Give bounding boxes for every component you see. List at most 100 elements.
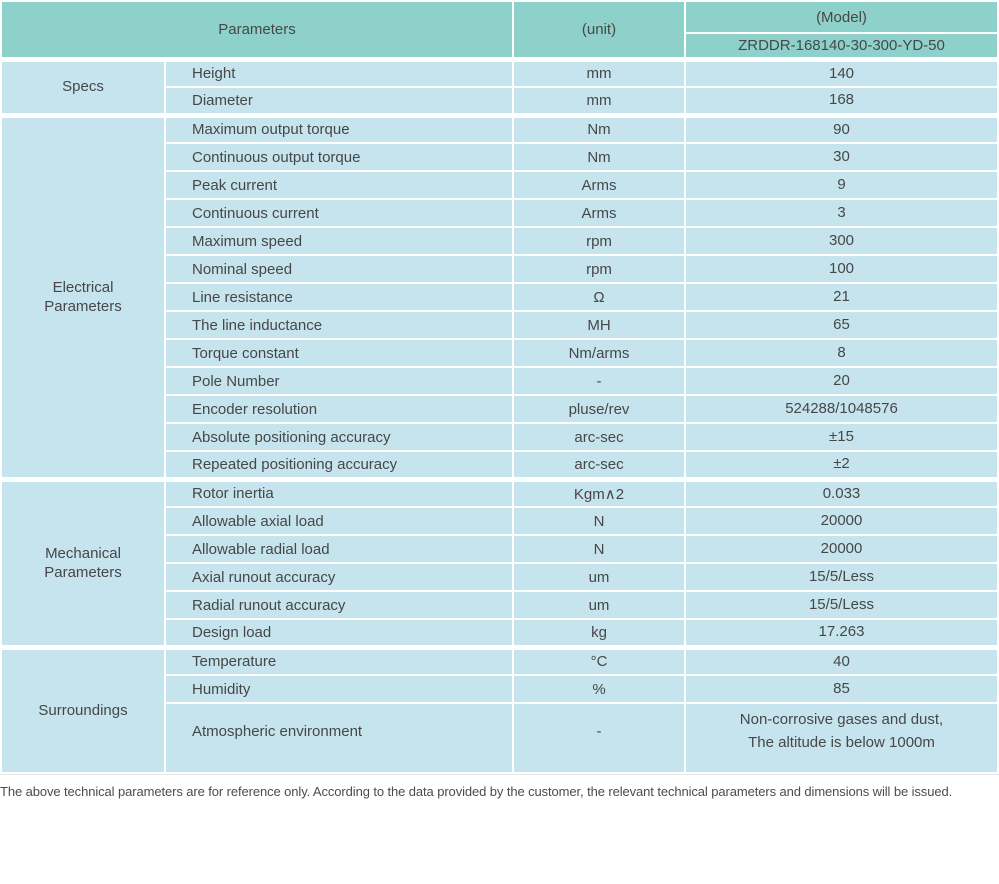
- unit-cell: mm: [512, 56, 686, 88]
- unit-cell: rpm: [512, 226, 686, 256]
- value-cell: 15/5/Less: [684, 590, 999, 620]
- table-row: Mechanical Parameters Rotor inertia Kgm∧…: [0, 476, 999, 648]
- table-row: Peak current Arms 9: [1, 170, 999, 200]
- param-name-cell: Temperature: [164, 644, 514, 676]
- param-name-cell: Line resistance: [164, 282, 514, 312]
- value-cell: 524288/1048576: [684, 394, 999, 424]
- table-row: Atmospheric environment - Non-corrosive …: [1, 702, 999, 774]
- param-name-cell: Continuous output torque: [164, 142, 514, 172]
- param-name-cell: Humidity: [164, 674, 514, 704]
- param-name-cell: Maximum output torque: [164, 112, 514, 144]
- table-row: Electrical Parameters Maximum output tor…: [0, 112, 999, 480]
- value-cell: 3: [684, 198, 999, 228]
- value-cell: 17.263: [684, 618, 999, 648]
- table-row: Pole Number - 20: [1, 366, 999, 396]
- unit-cell: kg: [512, 618, 686, 648]
- unit-cell: arc-sec: [512, 450, 686, 480]
- param-name-cell: Allowable axial load: [164, 506, 514, 536]
- table-row: Continuous output torque Nm 30: [1, 142, 999, 172]
- param-name-cell: Atmospheric environment: [164, 702, 514, 774]
- param-name-cell: Continuous current: [164, 198, 514, 228]
- table-row: Nominal speed rpm 100: [1, 254, 999, 284]
- param-name-cell: Repeated positioning accuracy: [164, 450, 514, 480]
- value-cell: 40: [684, 644, 999, 676]
- param-name-cell: Pole Number: [164, 366, 514, 396]
- unit-cell: °C: [512, 644, 686, 676]
- category-label: Specs: [62, 78, 104, 96]
- unit-cell: Kgm∧2: [512, 476, 686, 508]
- value-cell: 30: [684, 142, 999, 172]
- unit-cell: pluse/rev: [512, 394, 686, 424]
- table-row: Radial runout accuracy um 15/5/Less: [1, 590, 999, 620]
- header-model: (Model): [684, 0, 999, 34]
- param-name-cell: Height: [164, 56, 514, 88]
- table-row: Encoder resolution pluse/rev 524288/1048…: [1, 394, 999, 424]
- value-cell: 90: [684, 112, 999, 144]
- footnote: The above technical parameters are for r…: [0, 784, 953, 799]
- unit-cell: rpm: [512, 254, 686, 284]
- table-row: Axial runout accuracy um 15/5/Less: [1, 562, 999, 592]
- unit-cell: N: [512, 506, 686, 536]
- value-cell: 8: [684, 338, 999, 368]
- table-row: Humidity % 85: [1, 674, 999, 704]
- unit-cell: Ω: [512, 282, 686, 312]
- header-row-2: ZRDDR-168140-30-300-YD-50: [1, 32, 999, 60]
- table-row: Design load kg 17.263: [1, 618, 999, 648]
- unit-cell: %: [512, 674, 686, 704]
- value-cell: 9: [684, 170, 999, 200]
- unit-cell: N: [512, 534, 686, 564]
- value-cell: Non-corrosive gases and dust, The altitu…: [684, 702, 999, 774]
- param-name-cell: Encoder resolution: [164, 394, 514, 424]
- table-row: Diameter mm 168: [1, 86, 999, 116]
- param-name-cell: Nominal speed: [164, 254, 514, 284]
- table-row: The line inductance MH 65: [1, 310, 999, 340]
- value-cell: 140: [684, 56, 999, 88]
- header-unit: (unit): [512, 0, 686, 60]
- value-cell: 21: [684, 282, 999, 312]
- table-row: Allowable radial load N 20000: [1, 534, 999, 564]
- table-row: Specs Height mm 140: [0, 56, 999, 116]
- unit-cell: mm: [512, 86, 686, 116]
- table-row: Line resistance Ω 21: [1, 282, 999, 312]
- category-cell-surroundings: Surroundings: [0, 644, 166, 774]
- unit-cell: -: [512, 702, 686, 774]
- category-cell-mechanical: Mechanical Parameters: [0, 476, 166, 648]
- param-name-cell: Allowable radial load: [164, 534, 514, 564]
- param-name-cell: Axial runout accuracy: [164, 562, 514, 592]
- category-cell-electrical: Electrical Parameters: [0, 112, 166, 480]
- spec-sheet: Parameters (unit) (Model) ZRDDR-168140-3…: [0, 0, 999, 799]
- unit-cell: Nm: [512, 142, 686, 172]
- table-row: Torque constant Nm/arms 8: [1, 338, 999, 368]
- category-label: Electrical Parameters: [44, 278, 122, 316]
- unit-cell: MH: [512, 310, 686, 340]
- unit-cell: -: [512, 366, 686, 396]
- value-cell: ±2: [684, 450, 999, 480]
- param-name-cell: Maximum speed: [164, 226, 514, 256]
- table-row: Maximum speed rpm 300: [1, 226, 999, 256]
- value-cell: 20: [684, 366, 999, 396]
- value-cell: 20000: [684, 506, 999, 536]
- param-name-cell: Absolute positioning accuracy: [164, 422, 514, 452]
- category-cell-specs: Specs: [0, 56, 166, 116]
- param-name-cell: The line inductance: [164, 310, 514, 340]
- unit-cell: Nm/arms: [512, 338, 686, 368]
- category-label: Surroundings: [38, 702, 128, 719]
- parameters-table: Parameters (unit) (Model) ZRDDR-168140-3…: [0, 0, 999, 774]
- category-label: Mechanical Parameters: [44, 544, 122, 582]
- param-name-cell: Torque constant: [164, 338, 514, 368]
- unit-cell: arc-sec: [512, 422, 686, 452]
- value-cell: ±15: [684, 422, 999, 452]
- value-cell: 0.033: [684, 476, 999, 508]
- unit-cell: Arms: [512, 198, 686, 228]
- unit-cell: Nm: [512, 112, 686, 144]
- header-row-1: Parameters (unit) (Model): [0, 0, 999, 60]
- table-row: Allowable axial load N 20000: [1, 506, 999, 536]
- value-cell: 20000: [684, 534, 999, 564]
- value-cell: 168: [684, 86, 999, 116]
- param-name-cell: Radial runout accuracy: [164, 590, 514, 620]
- value-cell: 85: [684, 674, 999, 704]
- param-name-cell: Diameter: [164, 86, 514, 116]
- value-cell: 15/5/Less: [684, 562, 999, 592]
- table-row: Absolute positioning accuracy arc-sec ±1…: [1, 422, 999, 452]
- value-cell: 100: [684, 254, 999, 284]
